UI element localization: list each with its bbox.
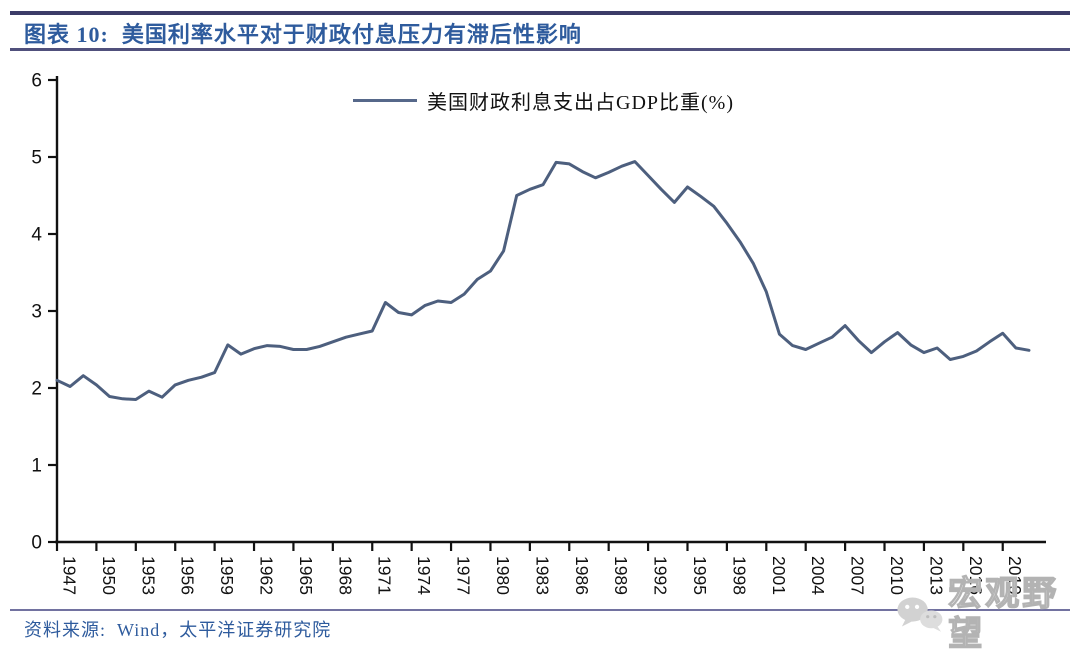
y-tick-label: 3: [31, 302, 42, 323]
x-tick-label: 2004: [808, 556, 828, 595]
y-tick-label: 0: [31, 533, 42, 554]
x-tick-label: 1998: [729, 556, 749, 595]
x-tick-label: 1950: [99, 556, 119, 595]
x-tick-label: 2001: [769, 556, 789, 595]
x-tick-label: 1971: [375, 556, 395, 595]
x-tick-label: 1974: [414, 556, 434, 595]
x-tick-label: 2007: [848, 556, 868, 595]
x-tick-label: 1986: [572, 556, 592, 595]
y-tick-label: 5: [31, 148, 42, 169]
x-tick-label: 1947: [60, 556, 80, 595]
x-tick-label: 1989: [611, 556, 631, 595]
x-tick-label: 2016: [966, 556, 986, 595]
x-tick-label: 1962: [257, 556, 277, 595]
source-note: 资料来源: Wind，太平洋证券研究院: [24, 620, 332, 640]
x-tick-label: 2019: [1005, 556, 1025, 595]
x-tick-label: 1959: [217, 556, 237, 595]
legend-label: 美国财政利息支出占GDP比重(%): [427, 92, 734, 114]
x-tick-label: 1977: [454, 556, 474, 595]
x-tick-label: 1968: [335, 556, 355, 595]
header-top-rule: [10, 11, 1070, 15]
y-tick-label: 1: [31, 456, 42, 477]
y-tick-label: 4: [31, 225, 42, 246]
data-series-line: [55, 160, 1031, 401]
x-tick-label: 1995: [690, 556, 710, 595]
footer-rule: [10, 609, 1070, 611]
x-tick-label: 1956: [178, 556, 198, 595]
x-tick-label: 1992: [651, 556, 671, 595]
x-tick-label: 1983: [532, 556, 552, 595]
x-tick-label: 1965: [296, 556, 316, 595]
x-tick-label: 2010: [887, 556, 907, 595]
y-tick-label: 2: [31, 379, 42, 400]
x-tick-label: 1953: [138, 556, 158, 595]
header-bottom-rule: [10, 48, 1070, 51]
x-tick-label: 1980: [493, 556, 513, 595]
x-tick-label: 2013: [926, 556, 946, 595]
legend-line-sample: [353, 99, 417, 102]
chart-legend: 美国财政利息支出占GDP比重(%): [353, 86, 734, 115]
page-title: 图表 10: 美国利率水平对于财政付息压力有滞后性影响: [24, 22, 582, 47]
y-tick-label: 6: [31, 71, 42, 92]
